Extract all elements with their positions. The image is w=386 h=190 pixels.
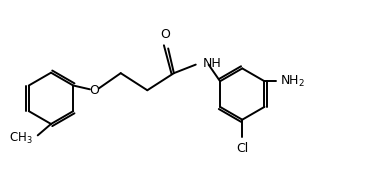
Text: CH$_3$: CH$_3$	[9, 131, 33, 146]
Text: NH$_2$: NH$_2$	[280, 74, 305, 89]
Text: O: O	[89, 84, 99, 97]
Text: NH: NH	[202, 57, 221, 70]
Text: O: O	[161, 28, 170, 41]
Text: Cl: Cl	[236, 142, 249, 154]
